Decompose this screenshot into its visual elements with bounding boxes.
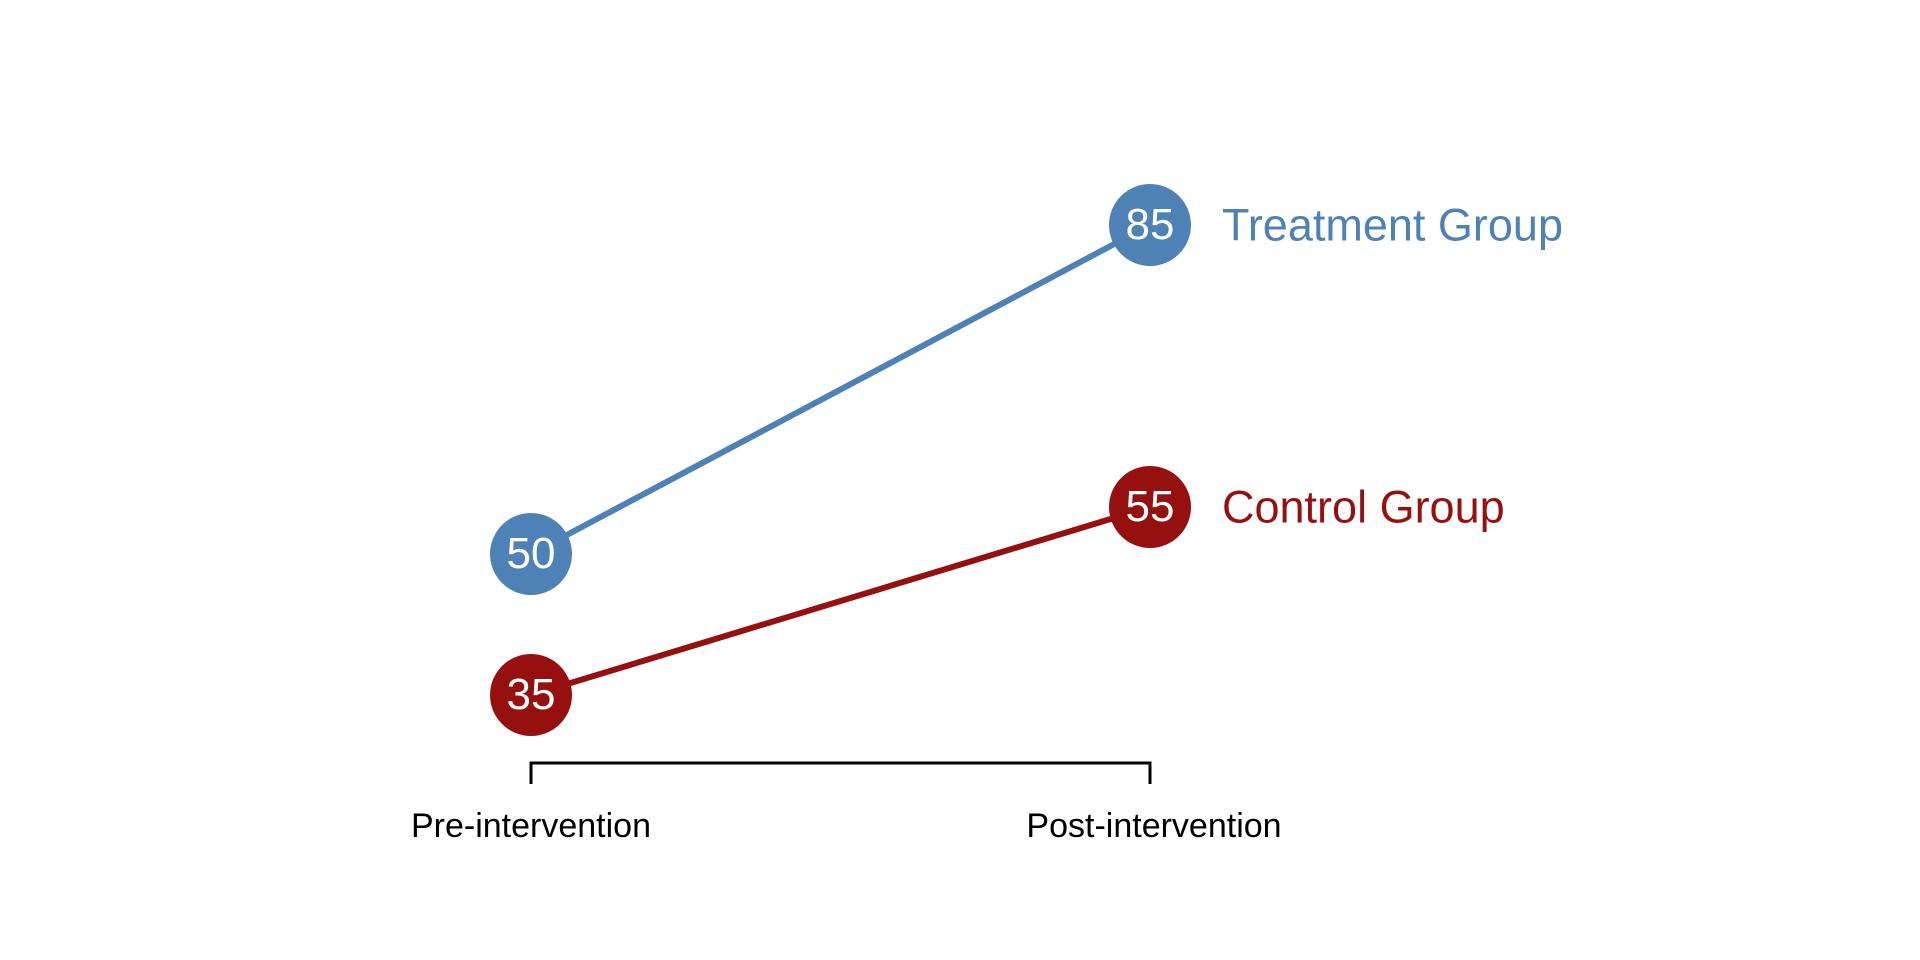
point-control-post: 55 xyxy=(1109,466,1191,548)
point-treatment-pre: 50 xyxy=(490,513,572,595)
series-label-control: Control Group xyxy=(1222,481,1505,533)
x-axis-bracket xyxy=(529,761,1152,784)
point-value-label: 85 xyxy=(1125,200,1175,249)
series-label-treatment: Treatment Group xyxy=(1222,199,1563,251)
point-value-label: 55 xyxy=(1125,482,1175,531)
axis-label-pre-intervention: Pre-intervention xyxy=(410,807,652,845)
axis-label-post-intervention: Post-intervention xyxy=(1026,807,1282,845)
point-value-label: 35 xyxy=(506,670,556,719)
point-value-label: 50 xyxy=(506,529,556,578)
series-line-control xyxy=(528,504,1153,698)
series-line-treatment xyxy=(528,222,1153,557)
point-treatment-post: 85 xyxy=(1109,184,1191,266)
point-control-pre: 35 xyxy=(490,654,572,736)
